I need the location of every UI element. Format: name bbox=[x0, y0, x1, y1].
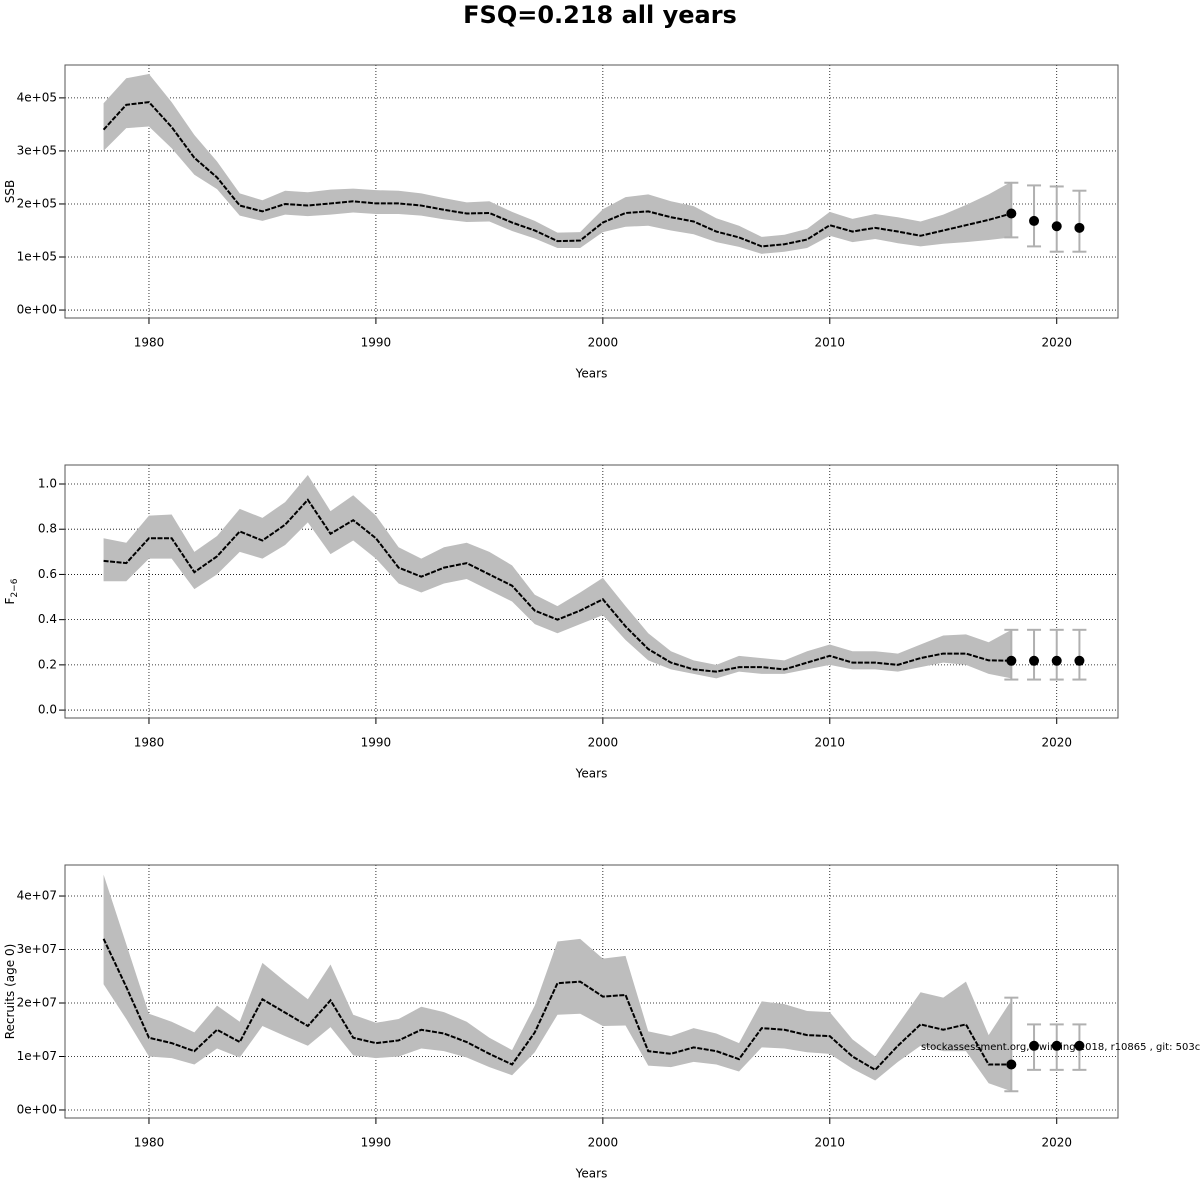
footnote: stockassessment.org, Swinting 2018, r108… bbox=[921, 1042, 1200, 1053]
figure-title: FSQ=0.218 all years bbox=[463, 1, 737, 29]
x-tick-label: 2010 bbox=[815, 1136, 846, 1150]
confidence-band bbox=[103, 74, 1012, 254]
x-tick-label: 2020 bbox=[1041, 336, 1072, 350]
forecast-point bbox=[1006, 208, 1017, 219]
estimate-line bbox=[102, 938, 1012, 1072]
forecast-point bbox=[1074, 222, 1085, 233]
y-axis-label-main: F bbox=[3, 597, 17, 604]
y-tick-label: 0.2 bbox=[38, 657, 57, 671]
y-tick-label: 0.0 bbox=[38, 703, 57, 717]
y-tick-label: 0e+00 bbox=[17, 303, 57, 317]
x-axis-label: Years bbox=[575, 767, 608, 781]
estimate-line bbox=[102, 101, 1012, 248]
x-tick-label: 2010 bbox=[815, 336, 846, 350]
forecast-point bbox=[1029, 655, 1040, 666]
estimate-line bbox=[103, 498, 1012, 673]
x-tick-label: 1990 bbox=[361, 736, 392, 750]
forecast-point bbox=[1051, 221, 1062, 232]
y-tick-label: 4e+05 bbox=[17, 90, 57, 104]
forecast-point bbox=[1029, 215, 1040, 226]
y-axis-label: SSB bbox=[3, 180, 17, 203]
y-axis-label-sub: 2−6 bbox=[10, 578, 20, 597]
y-tick-label: 1e+07 bbox=[17, 1049, 57, 1063]
x-tick-label: 1990 bbox=[361, 336, 392, 350]
x-tick-label: 1990 bbox=[361, 1136, 392, 1150]
panel: 1980 1990 2000 2010 2020 0e+00 1e+05 2e+05 3e+05… bbox=[3, 64, 1119, 381]
x-axis-label: Years bbox=[575, 367, 608, 381]
x-tick-label: 2000 bbox=[588, 336, 619, 350]
y-axis-label-main: Recruits (age 0) bbox=[3, 944, 17, 1040]
x-tick-label: 1980 bbox=[134, 336, 165, 350]
plot-frame bbox=[64, 864, 1119, 1119]
y-tick-label: 2e+05 bbox=[17, 196, 57, 210]
panel: 1980 1990 2000 2010 2020 0e+00 1e+07 2e+07 3e+07… bbox=[3, 864, 1119, 1181]
y-axis-label-main: SSB bbox=[3, 180, 17, 203]
y-tick-label: 0.8 bbox=[38, 522, 57, 536]
x-tick-label: 2010 bbox=[815, 736, 846, 750]
y-tick-label: 0e+00 bbox=[17, 1102, 57, 1116]
plot-frame bbox=[64, 64, 1119, 319]
forecast-point bbox=[1051, 655, 1062, 666]
y-tick-label: 2e+07 bbox=[17, 996, 57, 1010]
forecast-point bbox=[1074, 655, 1085, 666]
forecast-point bbox=[1006, 655, 1017, 666]
x-tick-label: 1980 bbox=[134, 736, 165, 750]
panel: 1980 1990 2000 2010 2020 0.0 0.2 0.4 0.6 0.8 1.0 Ye… bbox=[3, 464, 1119, 781]
y-axis-label: Recruits (age 0) bbox=[3, 944, 17, 1040]
y-tick-label: 0.6 bbox=[38, 567, 57, 581]
y-tick-label: 3e+05 bbox=[17, 143, 57, 157]
x-tick-label: 2000 bbox=[588, 736, 619, 750]
x-tick-label: 2000 bbox=[588, 1136, 619, 1150]
x-tick-label: 2020 bbox=[1041, 736, 1072, 750]
y-tick-label: 1e+05 bbox=[17, 250, 57, 264]
y-tick-label: 1.0 bbox=[38, 476, 57, 490]
x-tick-label: 2020 bbox=[1041, 1136, 1072, 1150]
forecast-point bbox=[1051, 1040, 1062, 1051]
confidence-band bbox=[103, 874, 1012, 1092]
forecast-point bbox=[1029, 1040, 1040, 1051]
y-tick-label: 0.4 bbox=[38, 612, 57, 626]
y-tick-label: 4e+07 bbox=[17, 889, 57, 903]
y-tick-label: 3e+07 bbox=[17, 942, 57, 956]
confidence-band bbox=[103, 474, 1012, 679]
y-axis-label: F2−6 bbox=[3, 578, 20, 604]
x-tick-label: 1980 bbox=[134, 1136, 165, 1150]
forecast-point bbox=[1074, 1040, 1085, 1051]
x-axis-label: Years bbox=[575, 1167, 608, 1181]
plot-frame bbox=[64, 464, 1119, 719]
forecast-point bbox=[1006, 1059, 1017, 1070]
